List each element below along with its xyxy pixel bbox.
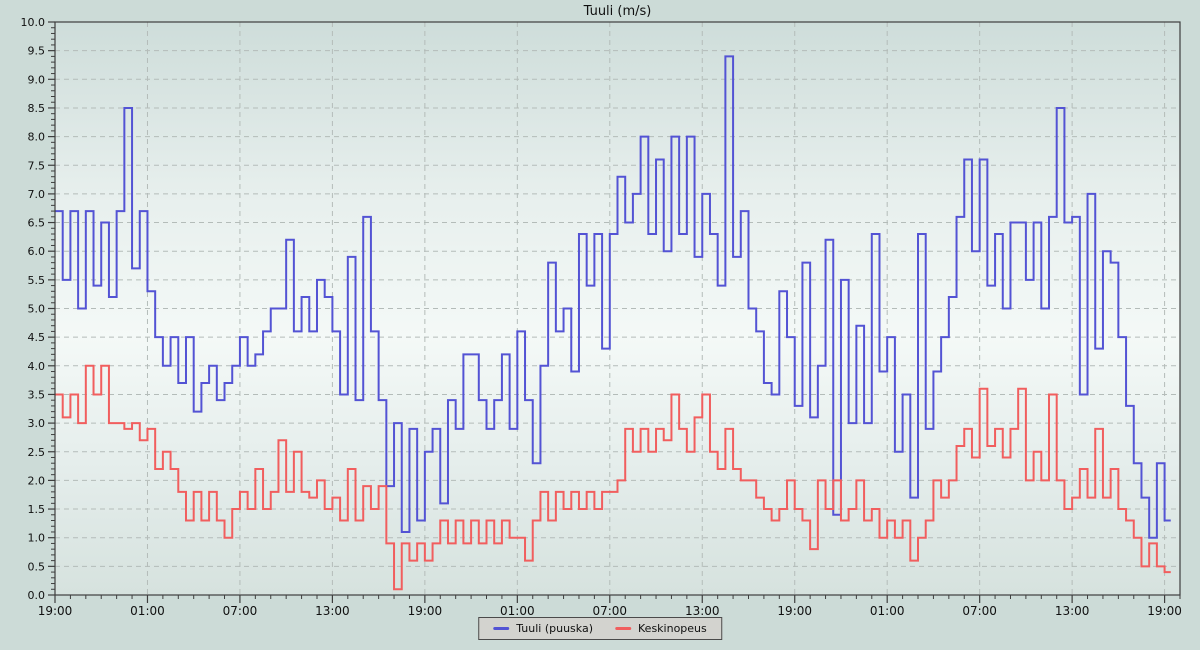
svg-text:7.0: 7.0	[28, 188, 46, 201]
legend: Tuuli (puuska) Keskinopeus	[478, 617, 722, 640]
svg-text:5.0: 5.0	[28, 303, 46, 316]
svg-text:07:00: 07:00	[962, 604, 997, 618]
chart-title: Tuuli (m/s)	[583, 4, 652, 19]
legend-label-gust: Tuuli (puuska)	[516, 622, 594, 635]
svg-text:1.0: 1.0	[28, 532, 46, 545]
svg-text:19:00: 19:00	[1147, 604, 1182, 618]
average-line-swatch	[615, 627, 632, 630]
svg-text:5.5: 5.5	[28, 274, 46, 287]
gust-line-swatch	[493, 627, 510, 630]
svg-text:9.5: 9.5	[28, 45, 46, 58]
svg-text:07:00: 07:00	[592, 604, 627, 618]
legend-label-average: Keskinopeus	[638, 622, 707, 635]
svg-text:3.0: 3.0	[28, 417, 46, 430]
svg-text:2.0: 2.0	[28, 474, 46, 487]
svg-text:01:00: 01:00	[870, 604, 905, 618]
svg-text:6.5: 6.5	[28, 217, 46, 230]
svg-text:19:00: 19:00	[777, 604, 812, 618]
svg-text:01:00: 01:00	[500, 604, 535, 618]
legend-item-gust: Tuuli (puuska)	[493, 622, 593, 635]
svg-text:4.5: 4.5	[28, 331, 46, 344]
svg-text:8.0: 8.0	[28, 131, 46, 144]
svg-text:3.5: 3.5	[28, 388, 46, 401]
svg-text:13:00: 13:00	[685, 604, 720, 618]
svg-text:13:00: 13:00	[315, 604, 350, 618]
svg-text:6.0: 6.0	[28, 245, 46, 258]
svg-text:19:00: 19:00	[38, 604, 73, 618]
legend-item-average: Keskinopeus	[615, 622, 707, 635]
svg-text:19:00: 19:00	[408, 604, 443, 618]
svg-text:2.5: 2.5	[28, 446, 46, 459]
svg-text:10.0: 10.0	[21, 16, 46, 29]
svg-text:7.5: 7.5	[28, 159, 46, 172]
svg-text:1.5: 1.5	[28, 503, 46, 516]
svg-text:0.5: 0.5	[28, 560, 46, 573]
svg-text:01:00: 01:00	[130, 604, 165, 618]
svg-text:07:00: 07:00	[223, 604, 258, 618]
svg-text:13:00: 13:00	[1055, 604, 1090, 618]
svg-text:0.0: 0.0	[28, 589, 46, 602]
svg-text:4.0: 4.0	[28, 360, 46, 373]
svg-text:8.5: 8.5	[28, 102, 46, 115]
svg-text:9.0: 9.0	[28, 73, 46, 86]
